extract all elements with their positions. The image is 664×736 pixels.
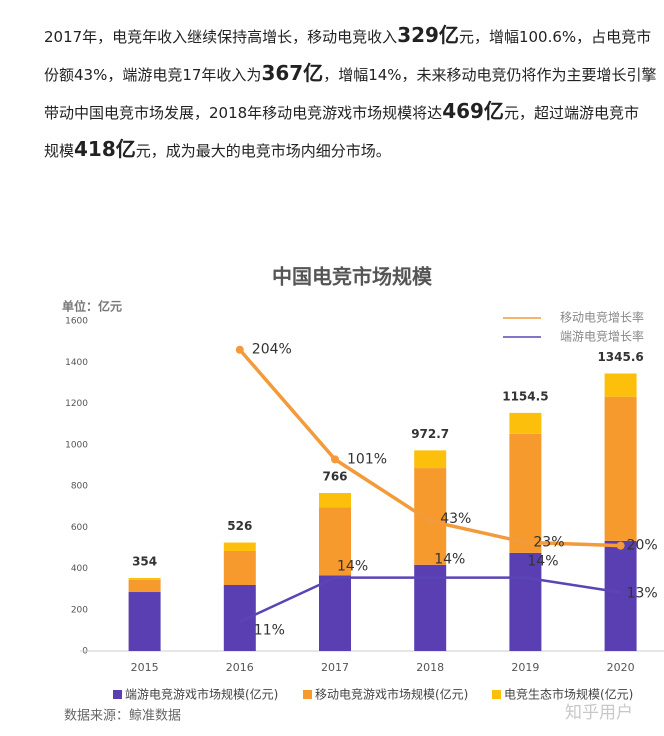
text: 元，超过端游电竞市 [503, 104, 639, 122]
highlight: 367亿 [261, 61, 324, 85]
growth-label: 20% [627, 538, 658, 554]
x-tick-label: 2015 [131, 661, 159, 674]
chart-title: 中国电竞市场规模 [272, 265, 433, 289]
legend-swatch [303, 690, 312, 699]
x-tick-label: 2016 [226, 661, 254, 674]
bar-segment [509, 433, 542, 553]
growth-point [616, 541, 625, 550]
bar-segment [128, 579, 161, 593]
text: 元，成为最大的电竞市场内细分市场。 [135, 142, 391, 160]
bar-segment [604, 396, 637, 541]
legend-swatch [113, 690, 122, 699]
growth-label: 11% [254, 623, 285, 639]
growth-label: 101% [347, 451, 387, 467]
y-tick-label: 200 [71, 605, 88, 615]
bar-segment [223, 542, 256, 551]
bar-segment [414, 468, 447, 565]
total-label: 766 [322, 470, 347, 484]
growth-label: 14% [527, 554, 558, 570]
y-tick-label: 800 [71, 482, 88, 492]
x-tick-label: 2018 [416, 661, 444, 674]
legend-label: 端游电竞游戏市场规模(亿元) [125, 687, 278, 702]
text: 元，增幅100.6%，占电竞市 [458, 28, 652, 46]
legend-label: 移动电竞增长率 [560, 310, 644, 325]
x-tick-label: 2019 [511, 661, 539, 674]
bar-segment [319, 507, 351, 576]
growth-label: 14% [337, 559, 368, 575]
highlight: 418亿 [74, 137, 136, 161]
unit-label: 单位：亿元 [62, 299, 122, 314]
text: 带动中国电竞市场发展，2018年移动电竞游戏市场规模将达 [44, 104, 443, 122]
text: 份额43%，端游电竞17年收入为 [44, 66, 262, 84]
source: 数据来源：鲸准数据 [64, 709, 181, 724]
bar-segment [414, 564, 447, 651]
bar-segment [319, 493, 351, 508]
bar-segment [223, 550, 256, 585]
total-label: 354 [132, 554, 157, 568]
bar-segment [509, 412, 542, 434]
growth-point [331, 455, 339, 464]
y-tick-label: 400 [71, 564, 88, 574]
total-label: 526 [227, 519, 252, 533]
total-label: 1154.5 [502, 389, 548, 403]
highlight: 469亿 [442, 99, 504, 123]
total-label: 972.7 [411, 427, 449, 441]
y-tick-label: 1000 [65, 440, 88, 450]
legend-swatch [492, 690, 501, 699]
y-tick-label: 600 [71, 523, 88, 533]
highlight: 329亿 [397, 23, 459, 47]
bar-segment [604, 373, 637, 397]
text-line: 带动中国电竞市场发展，2018年移动电竞游戏市场规模将达469亿元，超过端游电竞… [44, 92, 664, 130]
bar-segment [509, 552, 542, 651]
bar-segment [604, 540, 637, 651]
watermark: 知乎用户 [565, 703, 633, 723]
legend-label: 端游电竞增长率 [560, 329, 644, 344]
text-line: 份额43%，端游电竞17年收入为367亿，增幅14%，未来移动电竞仍将作为主要增… [44, 54, 664, 92]
growth-label: 14% [434, 552, 465, 568]
total-label: 1345.6 [597, 350, 643, 364]
y-tick-label: 1600 [65, 317, 88, 327]
growth-point [426, 517, 435, 526]
legend-label: 移动电竞游戏市场规模(亿元) [315, 687, 468, 702]
x-tick-label: 2017 [321, 661, 349, 674]
bar-segment [319, 575, 351, 651]
x-tick-label: 2020 [607, 661, 635, 674]
text-line: 规模418亿元，成为最大的电竞市场内细分市场。 [44, 130, 664, 168]
text: 2017年，电竞年收入继续保持高增长，移动电竞收入 [44, 28, 398, 46]
text-line: 2017年，电竞年收入继续保持高增长，移动电竞收入329亿元，增幅100.6%，… [44, 16, 664, 54]
growth-label: 23% [533, 534, 564, 550]
text: ，增幅14%，未来移动电竞仍将作为主要增长引擎 [323, 66, 657, 84]
y-tick-label: 1400 [65, 358, 88, 368]
y-tick-label: 1200 [65, 399, 88, 409]
text: 规模 [44, 142, 75, 160]
growth-point [235, 345, 244, 354]
growth-label: 13% [627, 585, 658, 601]
bar-segment [128, 592, 161, 651]
bar-segment [223, 585, 256, 651]
bar-segment [414, 450, 447, 469]
article: 2017年，电竞年收入继续保持高增长，移动电竞收入329亿元，增幅100.6%，… [0, 16, 664, 168]
growth-label: 204% [252, 342, 292, 358]
growth-line [239, 576, 621, 623]
legend-label: 电竞生态市场规模(亿元) [504, 687, 633, 702]
bar-segment [128, 577, 161, 580]
growth-point [521, 538, 530, 547]
growth-label: 43% [440, 511, 471, 527]
